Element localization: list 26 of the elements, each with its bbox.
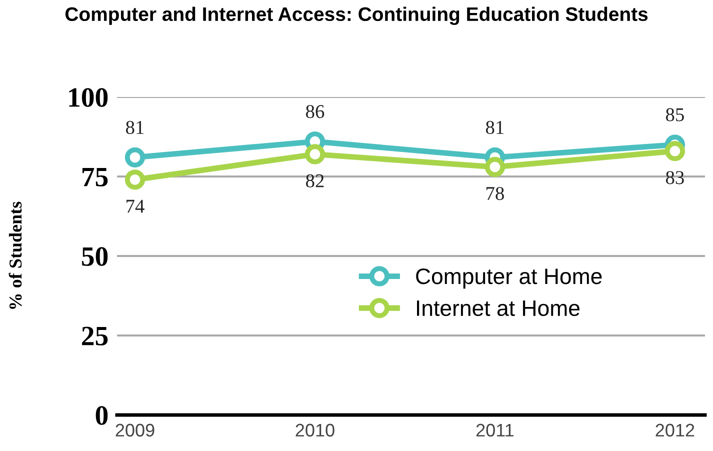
data-label: 74 xyxy=(126,200,144,213)
x-tick-label: 2010 xyxy=(296,424,334,437)
y-tick-label: 50 xyxy=(82,247,108,266)
point xyxy=(124,147,146,168)
y-tick-label: 0 xyxy=(96,406,108,425)
legend-label: Computer at Home xyxy=(416,268,602,289)
data-label: 81 xyxy=(486,120,504,134)
data-label: 83 xyxy=(666,171,684,184)
y-axis-title: % of Students xyxy=(8,202,22,309)
data-label: 86 xyxy=(306,105,324,118)
y-tick-label: 100 xyxy=(69,88,108,107)
x-tick-label: 2012 xyxy=(656,424,694,437)
data-label: 78 xyxy=(486,186,504,200)
point xyxy=(304,144,326,164)
data-label: 85 xyxy=(666,108,684,122)
point xyxy=(124,170,146,190)
x-tick-label: 2009 xyxy=(116,424,154,437)
data-label: 82 xyxy=(306,174,324,188)
chart-title: Computer and Internet Access: Continuing Education Students xyxy=(65,6,648,25)
point xyxy=(664,140,686,162)
y-tick-label: 25 xyxy=(82,326,108,346)
y-tick-label: 75 xyxy=(82,168,108,186)
legend-label: Internet at Home xyxy=(417,300,580,316)
x-tick-label: 2011 xyxy=(476,424,514,437)
point xyxy=(484,156,506,178)
data-label: 81 xyxy=(126,120,144,134)
